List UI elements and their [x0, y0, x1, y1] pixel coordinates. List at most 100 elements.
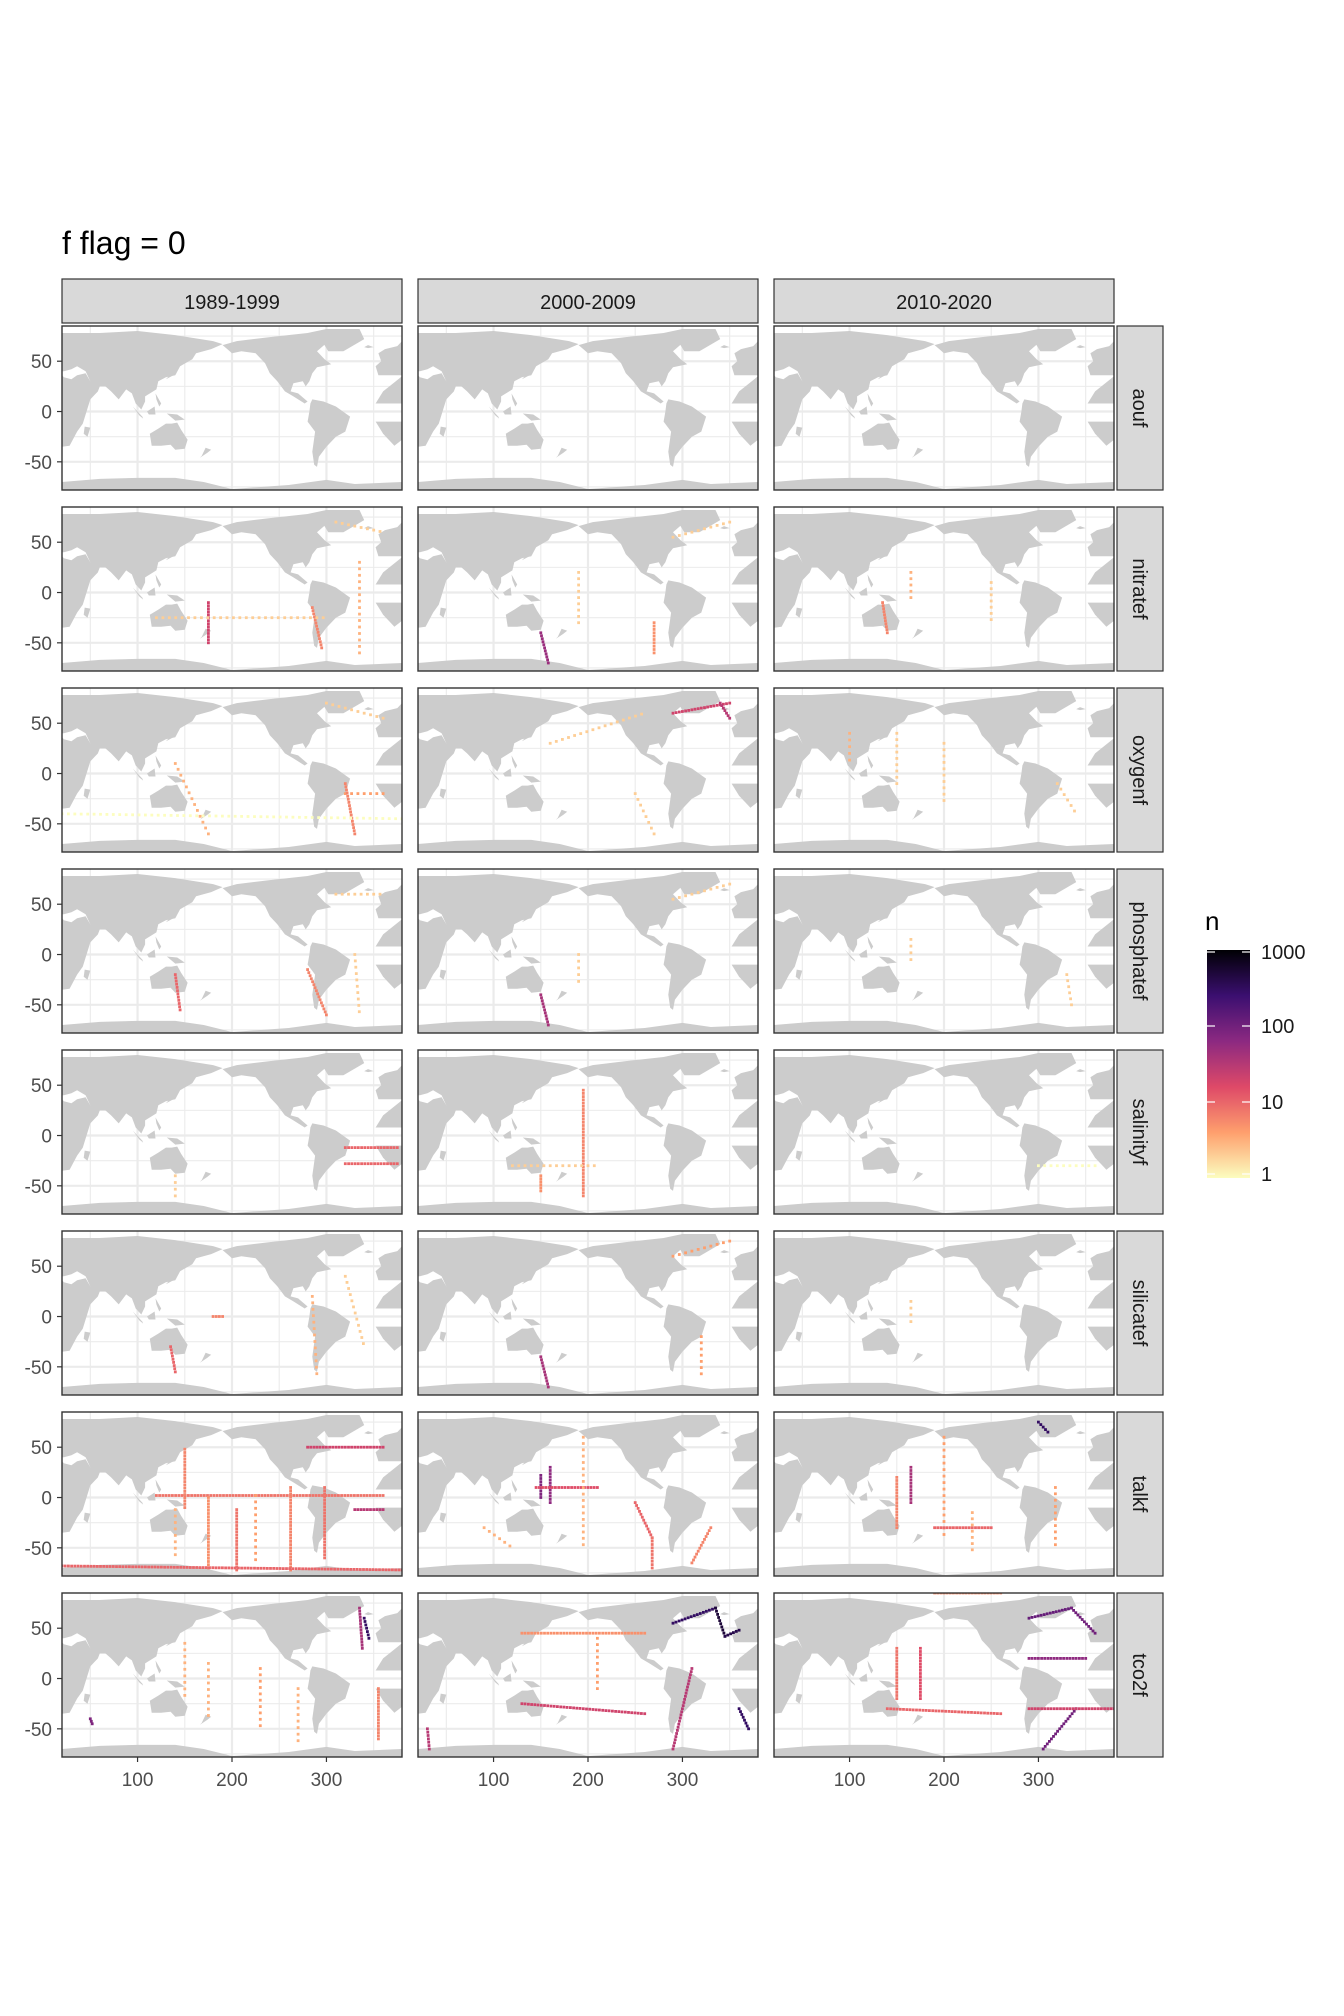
data-cell [562, 1705, 566, 1709]
land-polygon [132, 949, 144, 962]
land-polygon [731, 1065, 758, 1100]
data-cell [1062, 793, 1066, 796]
land-polygon [62, 477, 402, 490]
data-cell [919, 1672, 922, 1675]
data-cell [378, 1568, 381, 1572]
data-cell [207, 1534, 210, 1538]
data-cell [354, 965, 358, 969]
data-cell [961, 1526, 965, 1530]
data-cell [337, 1445, 341, 1449]
data-cell [308, 974, 312, 978]
data-cell [183, 1480, 187, 1483]
land-polygon [488, 949, 500, 962]
data-cell [542, 1164, 546, 1168]
data-cell [372, 1508, 376, 1511]
land-polygon [505, 784, 544, 812]
land-polygon [375, 522, 402, 557]
data-cell [247, 1494, 251, 1497]
land-polygon [867, 574, 874, 588]
data-cell [919, 1653, 922, 1656]
data-cell [323, 1514, 326, 1518]
data-cell [235, 1568, 239, 1572]
data-cell [241, 1494, 244, 1497]
data-cell [577, 608, 580, 612]
data-cell [350, 1299, 354, 1303]
land-polygon [62, 658, 402, 671]
data-cell [945, 1593, 949, 1595]
data-cell [970, 1523, 974, 1527]
data-cell [942, 1533, 946, 1536]
land-polygon [147, 587, 156, 596]
data-cell [895, 782, 899, 785]
land-polygon [503, 949, 512, 958]
facet-panel [61, 325, 403, 491]
data-cell [652, 624, 656, 628]
land-polygon [673, 510, 721, 533]
land-polygon [1019, 1485, 1063, 1553]
data-cell [563, 1486, 567, 1489]
y-tick-label: -50 [25, 1177, 52, 1198]
data-cell [330, 816, 333, 820]
land-polygon [83, 426, 91, 437]
data-cell [848, 752, 851, 755]
data-cell [544, 1014, 548, 1018]
data-cell [1049, 1707, 1053, 1711]
land-polygon [375, 884, 402, 919]
land-polygon [62, 554, 100, 628]
land-polygon [503, 1673, 512, 1682]
data-cell [193, 803, 196, 806]
data-cell [942, 1435, 946, 1439]
data-cell [73, 1564, 77, 1568]
data-cell [196, 809, 199, 812]
data-cell [214, 1566, 218, 1570]
land-polygon [503, 1311, 512, 1320]
data-cell [882, 610, 886, 613]
data-cell [1041, 1425, 1045, 1429]
panel-border [61, 506, 403, 672]
data-cell [1093, 1631, 1097, 1635]
panel-border [417, 325, 759, 491]
panel-border [61, 1230, 403, 1396]
data-cell [131, 1565, 134, 1569]
data-cell [235, 1546, 239, 1550]
land-polygon [731, 1507, 758, 1532]
data-cell [358, 593, 361, 597]
data-cell [323, 1556, 326, 1560]
data-cell [378, 892, 382, 896]
data-cell [355, 984, 359, 988]
data-cell [254, 1551, 257, 1555]
data-cell [737, 1707, 741, 1711]
data-cell [1027, 1616, 1031, 1620]
data-cell [199, 1494, 203, 1497]
data-cell [581, 1152, 585, 1156]
data-cell [577, 966, 580, 970]
data-cell [652, 651, 656, 655]
data-cell [359, 1622, 362, 1625]
data-cell [1054, 1511, 1057, 1515]
land-polygon [720, 1250, 730, 1254]
data-cell [150, 1565, 154, 1569]
data-cell [377, 1724, 380, 1728]
data-cell [967, 1526, 971, 1530]
data-cell [173, 1187, 177, 1191]
land-polygon [521, 1090, 534, 1104]
data-cell [183, 1674, 187, 1678]
data-cell [678, 1719, 681, 1723]
data-cell [314, 1567, 317, 1571]
x-tick-label: 100 [122, 1770, 154, 1791]
data-cell [342, 816, 346, 820]
data-cell [215, 1494, 219, 1497]
data-cell [1093, 1707, 1097, 1711]
data-cell [732, 1631, 735, 1634]
data-cell [1067, 985, 1071, 989]
land-polygon [774, 331, 935, 410]
data-cell [377, 1721, 380, 1725]
data-cell [317, 1567, 320, 1571]
data-cell [266, 1494, 270, 1497]
data-cell [238, 616, 242, 620]
land-polygon [62, 331, 223, 410]
data-cell [671, 711, 675, 715]
data-cell [174, 616, 178, 620]
land-polygon [222, 510, 346, 585]
data-cell [289, 1565, 292, 1569]
